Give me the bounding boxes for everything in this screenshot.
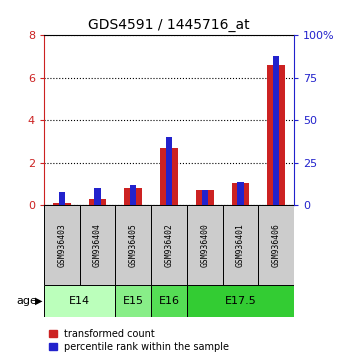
Bar — [166, 137, 172, 205]
Bar — [58, 192, 65, 205]
Bar — [130, 185, 137, 205]
Bar — [44, 285, 115, 317]
Text: GSM936401: GSM936401 — [236, 223, 245, 267]
Text: GSM936404: GSM936404 — [93, 223, 102, 267]
Bar — [151, 285, 187, 317]
Text: E17.5: E17.5 — [224, 296, 256, 306]
Bar — [115, 205, 151, 285]
Bar — [94, 188, 101, 205]
Text: GSM936402: GSM936402 — [165, 223, 173, 267]
Text: age: age — [16, 296, 37, 306]
Title: GDS4591 / 1445716_at: GDS4591 / 1445716_at — [88, 18, 250, 32]
Bar — [53, 203, 71, 205]
Bar — [44, 205, 80, 285]
Text: GSM936400: GSM936400 — [200, 223, 209, 267]
Bar — [201, 190, 208, 205]
Bar — [115, 285, 151, 317]
Text: E16: E16 — [159, 296, 179, 306]
Bar — [232, 183, 249, 205]
Bar — [187, 205, 223, 285]
Bar — [160, 148, 178, 205]
Text: E15: E15 — [123, 296, 144, 306]
Text: GSM936405: GSM936405 — [129, 223, 138, 267]
Text: GSM936403: GSM936403 — [57, 223, 66, 267]
Bar — [196, 190, 214, 205]
Bar — [273, 56, 280, 205]
Text: ▶: ▶ — [35, 296, 42, 306]
Bar — [124, 188, 142, 205]
Bar — [267, 65, 285, 205]
Legend: transformed count, percentile rank within the sample: transformed count, percentile rank withi… — [49, 329, 230, 352]
Text: E14: E14 — [69, 296, 90, 306]
Bar — [80, 205, 115, 285]
Bar — [89, 199, 106, 205]
Bar — [223, 205, 258, 285]
Bar — [237, 182, 244, 205]
Text: GSM936406: GSM936406 — [272, 223, 281, 267]
Bar — [258, 205, 294, 285]
Bar — [151, 205, 187, 285]
Bar — [187, 285, 294, 317]
